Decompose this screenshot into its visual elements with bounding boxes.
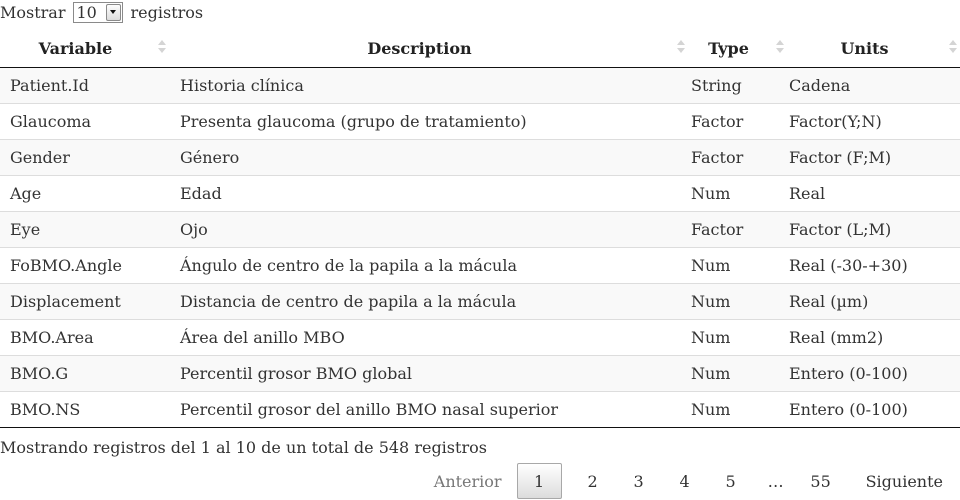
- table-row: Glaucoma Presenta glaucoma (grupo de trat…: [0, 103, 960, 140]
- cell-type: Num: [688, 175, 787, 212]
- cell-variable: BMO.NS: [0, 391, 169, 428]
- table-row: Gender Género Factor Factor (F;M): [0, 139, 960, 176]
- cell-description: Presenta glaucoma (grupo de tratamiento): [169, 103, 688, 140]
- table-header-row: Variable Description Type Units: [0, 29, 960, 68]
- cell-units: Real: [787, 175, 960, 212]
- previous-page-button[interactable]: Anterior: [433, 471, 502, 491]
- cell-description: Género: [169, 139, 688, 176]
- cell-units: Real (µm): [787, 283, 960, 320]
- cell-description: Percentil grosor BMO global: [169, 355, 688, 392]
- table-body: Patient.Id Historia clínica String Cadena G…: [0, 67, 960, 428]
- cell-variable: Age: [0, 175, 169, 212]
- sort-icon: [158, 40, 166, 56]
- cell-units: Real (-30-+30): [787, 247, 960, 284]
- sort-icon: [776, 40, 784, 56]
- cell-type: Num: [688, 319, 787, 356]
- cell-units: Cadena: [787, 67, 960, 104]
- cell-type: Factor: [688, 103, 787, 140]
- table-row: Eye Ojo Factor Factor (L;M): [0, 211, 960, 248]
- page-length-value: 10: [76, 2, 97, 22]
- cell-type: Num: [688, 391, 787, 428]
- cell-units: Entero (0-100): [787, 355, 960, 392]
- table-row: FoBMO.Angle Ángulo de centro de la papila…: [0, 247, 960, 284]
- page-button-2[interactable]: 2: [587, 471, 598, 491]
- cell-description: Historia clínica: [169, 67, 688, 104]
- next-page-button[interactable]: Siguiente: [865, 471, 943, 491]
- length-menu-suffix: registros: [130, 2, 204, 22]
- cell-variable: Displacement: [0, 283, 169, 320]
- column-header-description[interactable]: Description: [169, 29, 688, 68]
- cell-variable: FoBMO.Angle: [0, 247, 169, 284]
- table-row: Displacement Distancia de centro de papil…: [0, 283, 960, 320]
- column-header-type[interactable]: Type: [688, 29, 787, 68]
- page-length-select[interactable]: 10: [72, 1, 123, 23]
- page-button-1[interactable]: 1: [516, 463, 562, 499]
- cell-units: Factor (L;M): [787, 211, 960, 248]
- cell-type: String: [688, 67, 787, 104]
- sort-icon: [677, 40, 685, 56]
- data-table: Variable Description Type Units Patient.…: [0, 29, 960, 428]
- pagination: Anterior 1 2 3 4 5 … 55 Siguiente: [423, 463, 960, 499]
- cell-variable: Patient.Id: [0, 67, 169, 104]
- table-row: BMO.Area Área del anillo MBO Num Real (mm2): [0, 319, 960, 356]
- cell-type: Num: [688, 355, 787, 392]
- sort-icon: [949, 40, 957, 56]
- cell-variable: BMO.Area: [0, 319, 169, 356]
- cell-variable: Eye: [0, 211, 169, 248]
- cell-units: Entero (0-100): [787, 391, 960, 428]
- cell-units: Factor (F;M): [787, 139, 960, 176]
- cell-description: Área del anillo MBO: [169, 319, 688, 356]
- cell-description: Ojo: [169, 211, 688, 248]
- column-header-variable[interactable]: Variable: [0, 29, 169, 68]
- page-button-4[interactable]: 4: [679, 471, 690, 491]
- cell-variable: Gender: [0, 139, 169, 176]
- table-row: BMO.G Percentil grosor BMO global Num Enter…: [0, 355, 960, 392]
- page-button-5[interactable]: 5: [725, 471, 736, 491]
- pagination-ellipsis: …: [767, 471, 784, 491]
- cell-variable: BMO.G: [0, 355, 169, 392]
- cell-type: Factor: [688, 211, 787, 248]
- cell-units: Real (mm2): [787, 319, 960, 356]
- cell-description: Edad: [169, 175, 688, 212]
- table-row: Patient.Id Historia clínica String Cadena: [0, 67, 960, 104]
- cell-variable: Glaucoma: [0, 103, 169, 140]
- cell-units: Factor(Y;N): [787, 103, 960, 140]
- table-row: Age Edad Num Real: [0, 175, 960, 212]
- chevron-down-icon[interactable]: [105, 3, 121, 21]
- cell-description: Ángulo de centro de la papila a la mácul…: [169, 247, 688, 284]
- cell-description: Percentil grosor del anillo BMO nasal su…: [169, 391, 688, 428]
- length-menu: Mostrar 10 registros: [0, 1, 203, 23]
- cell-type: Num: [688, 283, 787, 320]
- table-info: Mostrando registros del 1 al 10 de un to…: [0, 438, 487, 457]
- cell-type: Num: [688, 247, 787, 284]
- cell-type: Factor: [688, 139, 787, 176]
- length-menu-prefix: Mostrar: [0, 2, 66, 22]
- cell-description: Distancia de centro de papila a la mácul…: [169, 283, 688, 320]
- column-header-units[interactable]: Units: [787, 29, 960, 68]
- page-button-55[interactable]: 55: [810, 471, 831, 491]
- table-row: BMO.NS Percentil grosor del anillo BMO na…: [0, 391, 960, 428]
- page-button-3[interactable]: 3: [633, 471, 644, 491]
